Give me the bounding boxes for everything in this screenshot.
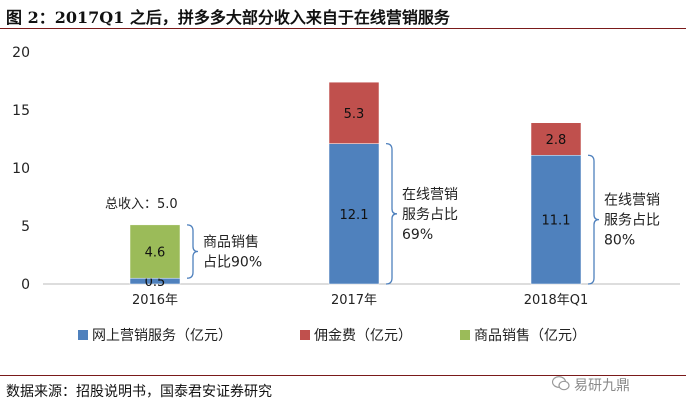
annotation-text: 在线营销 (604, 193, 660, 209)
y-tick-label: 10 (12, 161, 30, 177)
brace-bracket (385, 142, 398, 285)
bar-segment (129, 224, 181, 279)
y-tick-label: 15 (12, 103, 30, 119)
chart-bars: 0.5 4.6 12.1 5.3 11.1 2.8 (129, 81, 582, 290)
chart-legend: 网上营销服务（亿元） 佣金费（亿元） 商品销售（亿元） (78, 328, 586, 344)
annotation-text: 服务占比 (604, 213, 660, 229)
data-label: 0.5 (145, 275, 166, 290)
x-tick-label: 2018年Q1 (524, 293, 589, 308)
data-label: 2.8 (546, 133, 567, 148)
watermark: 易研九鼎 (574, 378, 630, 394)
x-tick-label: 2017年 (331, 293, 377, 308)
y-tick-label: 20 (12, 45, 30, 61)
wechat-icon (552, 376, 570, 391)
y-tick-label: 5 (21, 219, 30, 235)
legend-label: 网上营销服务（亿元） (92, 328, 232, 344)
data-label: 4.6 (145, 246, 166, 261)
annotation-text: 69% (402, 227, 433, 243)
brace-bracket (587, 154, 600, 285)
source-note: 数据来源：招股说明书，国泰君安证券研究 (6, 384, 272, 400)
y-tick-label: 0 (21, 277, 30, 293)
page-title: 图 2：2017Q1 之后，拼多多大部分收入来自于在线营销服务 (6, 8, 450, 27)
annotation-text: 80% (604, 233, 635, 249)
legend-swatch (78, 330, 88, 340)
legend-label: 佣金费（亿元） (314, 328, 412, 344)
bar-segment (328, 143, 380, 285)
legend-swatch (300, 330, 310, 340)
bar-segment (328, 81, 380, 144)
brace-bracket (186, 224, 199, 279)
annotation-text: 商品销售 (203, 235, 259, 251)
annotation-text: 占比90% (203, 255, 262, 271)
annotation-text: 服务占比 (402, 207, 458, 223)
bar-segment (530, 122, 582, 156)
stacked-bar-chart: 0 5 10 15 20 2016年 2017年 2018年Q1 0.5 4.6 12.1 5.3 1… (12, 45, 680, 344)
footer-rule (0, 375, 686, 376)
data-label: 12.1 (340, 208, 369, 223)
total-label: 总收入：5.0 (105, 197, 178, 212)
data-label: 5.3 (344, 107, 365, 122)
title-rule (0, 28, 686, 29)
data-label: 11.1 (542, 214, 571, 229)
x-tick-label: 2016年 (132, 293, 178, 308)
annotation-text: 在线营销 (402, 187, 458, 203)
legend-label: 商品销售（亿元） (474, 328, 586, 344)
legend-swatch (460, 330, 470, 340)
bar-segment (530, 154, 582, 285)
